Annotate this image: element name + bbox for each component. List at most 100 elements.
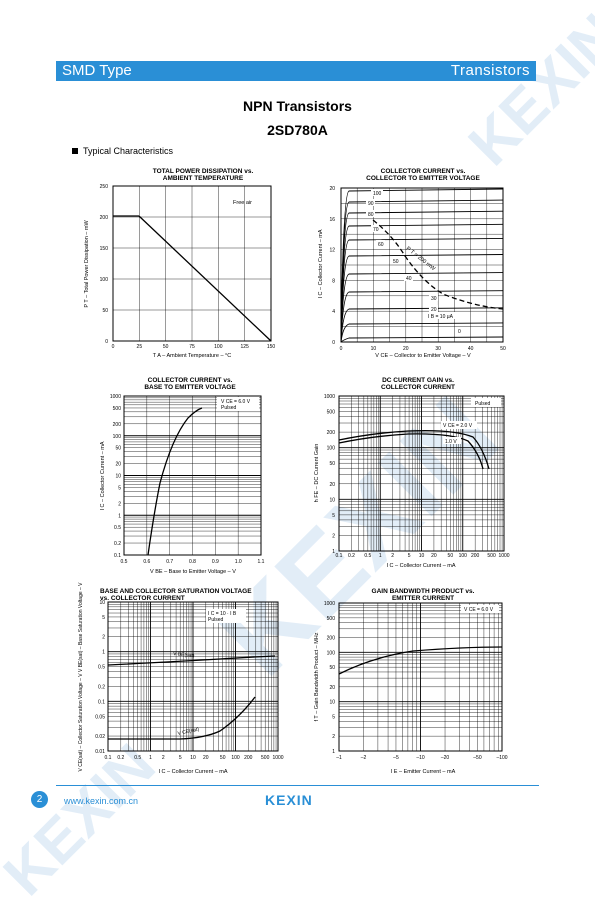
chart-title-line2: COLLECTOR TO EMITTER VOLTAGE — [366, 175, 480, 182]
x-tick-label: 0.6 — [143, 559, 150, 565]
x-tick-label: 2 — [162, 755, 165, 761]
pt-label: P T = 200 mW — [405, 246, 437, 273]
y-tick-label: 0.1 — [114, 553, 121, 559]
ib-curve — [340, 336, 504, 343]
x-tick-label: 0.8 — [189, 559, 196, 565]
y-tick-label: 20 — [329, 186, 335, 192]
x-tick-label: –100 — [496, 755, 507, 761]
footer-url[interactable]: www.kexin.com.cn — [64, 796, 139, 806]
chart-note-pulsed: Pulsed — [221, 405, 237, 411]
section-heading-text: Typical Characteristics — [83, 146, 174, 156]
x-tick-label: 0.1 — [105, 755, 112, 761]
y-tick-label: 2 — [332, 533, 335, 539]
y-tick-label: 150 — [100, 246, 109, 252]
y-tick-label: 1 — [332, 549, 335, 555]
x-tick-label: –2 — [361, 755, 367, 761]
x-tick-label: 0.5 — [121, 559, 128, 565]
page-number: 2 — [31, 791, 48, 808]
x-tick-label: 10 — [419, 553, 425, 559]
y-tick-label: 8 — [332, 278, 335, 284]
part-number: 2SD780A — [267, 122, 328, 138]
x-tick-label: 0.1 — [336, 553, 343, 559]
chart-note-ratio: I C = 10 · I B — [208, 611, 237, 617]
x-tick-label: 0.5 — [134, 755, 141, 761]
chart-title-line1: COLLECTOR CURRENT vs. — [381, 168, 466, 175]
x-tick-label: 1.0 — [235, 559, 242, 565]
y-tick-label: 20 — [115, 462, 121, 468]
ib-curve-label: 60 — [378, 242, 384, 248]
y-tick-label: 4 — [332, 309, 335, 315]
kexin-logo: KEXIN — [265, 792, 313, 808]
x-tick-label: 20 — [431, 553, 437, 559]
y-tick-label: 10 — [99, 600, 105, 606]
y-tick-label: 500 — [327, 410, 336, 416]
y-tick-label: 1000 — [324, 394, 335, 400]
y-tick-label: 2 — [118, 501, 121, 507]
y-tick-label: 0 — [105, 339, 108, 345]
chart-dc-current-gain: DC CURRENT GAIN vs. COLLECTOR CURRENT Pu… — [314, 377, 510, 569]
ib-curve-label: 40 — [406, 276, 412, 282]
header-banner: SMD Type Transistors — [56, 61, 536, 81]
x-tick-label: 1000 — [498, 553, 509, 559]
chart-collector-current-vs-vbe: COLLECTOR CURRENT vs. BASE TO EMITTER VO… — [100, 377, 265, 575]
y-tick-label: 100 — [327, 446, 336, 452]
chart-collector-current-vs-vce: COLLECTOR CURRENT vs. COLLECTOR TO EMITT… — [318, 168, 506, 359]
x-tick-label: 40 — [468, 346, 474, 352]
ib-curve-label: I B = 10 μA — [428, 314, 454, 320]
chart-note-vce: V CE = 6.0 V — [464, 607, 494, 613]
y-axis-label: f T – Gain Bandwidth Product – MHz — [314, 632, 320, 721]
y-tick-label: 0.2 — [98, 684, 105, 690]
chart-gain-bandwidth: GAIN BANDWIDTH PRODUCT vs. EMITTER CURRE… — [314, 588, 508, 775]
ib-curve — [340, 307, 504, 343]
y-tick-label: 12 — [329, 248, 335, 254]
ib-curve-label: 80 — [368, 212, 374, 218]
y-tick-label: 1 — [102, 650, 105, 656]
y-tick-label: 10 — [115, 474, 121, 480]
x-tick-label: 5 — [408, 553, 411, 559]
x-tick-label: 200 — [244, 755, 253, 761]
y-tick-label: 500 — [327, 616, 336, 622]
ib-curve-label: 20 — [431, 307, 437, 313]
x-tick-label: 0 — [112, 344, 115, 350]
footer-divider — [56, 785, 539, 786]
chart-title-line1: DC CURRENT GAIN vs. — [382, 377, 454, 384]
x-tick-label: –5 — [393, 755, 399, 761]
x-tick-label: 100 — [459, 553, 468, 559]
page-title: NPN Transistors — [243, 98, 352, 114]
section-heading: Typical Characteristics — [72, 146, 173, 156]
x-tick-label: 5 — [179, 755, 182, 761]
x-tick-label: 1.1 — [258, 559, 265, 565]
y-tick-label: 2 — [102, 635, 105, 641]
y-tick-label: 0.05 — [95, 714, 105, 720]
x-tick-label: 500 — [261, 755, 270, 761]
x-tick-label: 20 — [203, 755, 209, 761]
y-axis-label: I C – Collector Current – mA — [100, 441, 106, 510]
y-tick-label: 200 — [327, 635, 336, 641]
bullet-square-icon — [72, 148, 78, 154]
ft-curve — [338, 646, 503, 675]
x-tick-label: 0.2 — [348, 553, 355, 559]
x-axis-label: I E – Emitter Current – mA — [391, 769, 456, 775]
y-tick-label: 1000 — [110, 394, 121, 400]
hfe-curve-1v — [338, 433, 484, 470]
chart-title-line1: GAIN BANDWIDTH PRODUCT vs. — [372, 588, 475, 595]
ic-vbe-curve — [147, 407, 203, 556]
x-tick-label: 2 — [391, 553, 394, 559]
x-tick-label: 50 — [500, 346, 506, 352]
y-tick-label: 20 — [329, 685, 335, 691]
x-tick-label: 30 — [435, 346, 441, 352]
ib-curve-label: 0 — [458, 329, 461, 335]
x-tick-label: 0.5 — [364, 553, 371, 559]
x-axis-label: I C – Collector Current – mA — [386, 563, 455, 569]
y-tick-label: 50 — [329, 461, 335, 467]
y-tick-label: 5 — [332, 513, 335, 519]
x-tick-label: –10 — [416, 755, 425, 761]
y-tick-label: 50 — [102, 308, 108, 314]
x-tick-label: 0 — [340, 346, 343, 352]
y-tick-label: 500 — [113, 406, 122, 412]
x-tick-label: 75 — [189, 344, 195, 350]
y-tick-label: 20 — [329, 482, 335, 488]
x-tick-label: 100 — [231, 755, 240, 761]
x-tick-label: 1 — [149, 755, 152, 761]
y-tick-label: 1 — [332, 749, 335, 755]
